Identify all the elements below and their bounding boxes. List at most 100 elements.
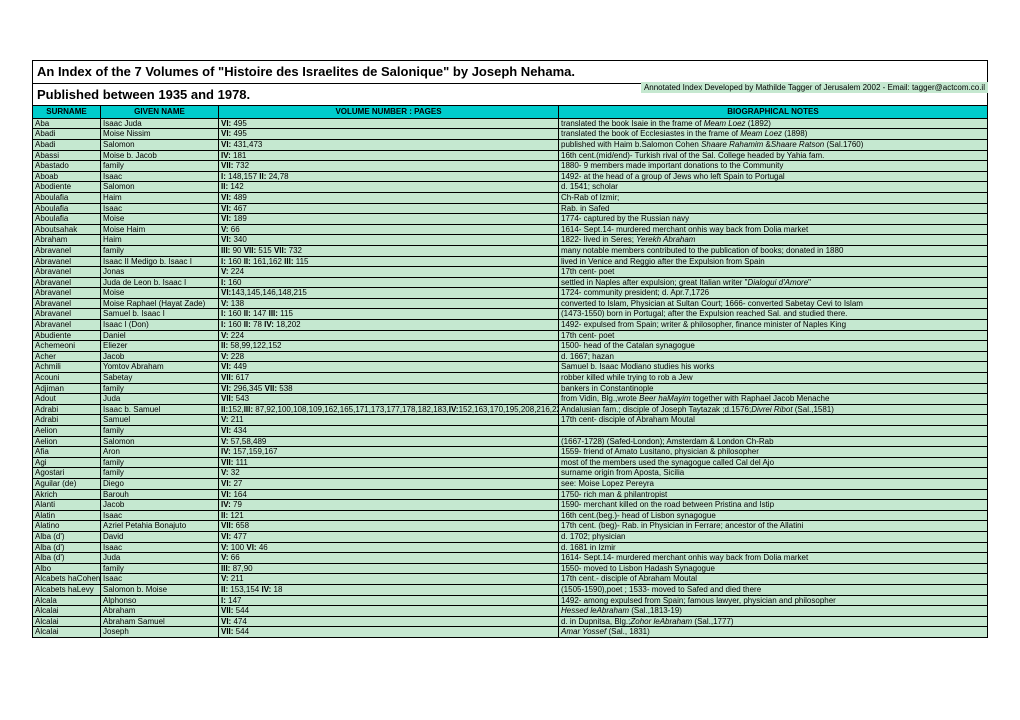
cell-volume: I: 160 II: 147 III: 115: [219, 309, 559, 320]
cell-notes: robber killed while trying to rob a Jew: [559, 373, 988, 384]
cell-surname: Abravanel: [33, 245, 101, 256]
table-row: AchemeoniEliezerII: 58,99,122,1521500- h…: [33, 341, 988, 352]
cell-notes: 1492- among expulsed from Spain; famous …: [559, 595, 988, 606]
cell-surname: Abravanel: [33, 320, 101, 331]
cell-surname: Abravanel: [33, 256, 101, 267]
table-row: AbravanelIsaac II Medigo b. Isaac II: 16…: [33, 256, 988, 267]
cell-volume: I: 160 II: 161,162 III: 115: [219, 256, 559, 267]
cell-given: Barouh: [101, 489, 219, 500]
cell-surname: Abravanel: [33, 277, 101, 288]
table-row: AlatinoAzriel Petahia BonajutoVII: 65817…: [33, 521, 988, 532]
cell-volume: III: 87,90: [219, 563, 559, 574]
cell-given: Eliezer: [101, 341, 219, 352]
cell-given: family: [101, 161, 219, 172]
table-row: AbastadofamilyVII: 7321880- 9 members ma…: [33, 161, 988, 172]
table-row: AboulafiaMoiseVI: 1891774- captured by t…: [33, 214, 988, 225]
cell-volume: V: 57,58,489: [219, 436, 559, 447]
credit-line: Annotated Index Developed by Mathilde Ta…: [641, 82, 988, 93]
cell-surname: Abudiente: [33, 330, 101, 341]
cell-volume: VI: 474: [219, 616, 559, 627]
cell-volume: V: 211: [219, 574, 559, 585]
cell-notes: d. 1681 in Izmir: [559, 542, 988, 553]
cell-given: Salomon: [101, 436, 219, 447]
cell-surname: Aelion: [33, 436, 101, 447]
cell-surname: Albo: [33, 563, 101, 574]
cell-notes: 1614- Sept.14- murdered merchant onhis w…: [559, 224, 988, 235]
cell-surname: Abravanel: [33, 298, 101, 309]
cell-notes: Rab. in Safed: [559, 203, 988, 214]
table-row: AlatinIsaacII: 12116th cent.(beg.)- head…: [33, 510, 988, 521]
cell-surname: Alcalai: [33, 616, 101, 627]
cell-notes: 1492- expulsed from Spain; writer & phil…: [559, 320, 988, 331]
cell-given: Salomon: [101, 139, 219, 150]
table-row: AbadiSalomonVI: 431,473published with Ha…: [33, 139, 988, 150]
cell-given: Jacob: [101, 500, 219, 511]
table-row: AbravanelMoiseVI:143,145,146,148,2151724…: [33, 288, 988, 299]
cell-given: Samuel b. Isaac I: [101, 309, 219, 320]
header-volume: VOLUME NUMBER : PAGES: [219, 106, 559, 119]
table-row: AkrichBarouhVI: 1641750- rich man & phil…: [33, 489, 988, 500]
table-row: AdoutJudaVII: 543from Vidin, Blg.,wrote …: [33, 394, 988, 405]
header-given: GIVEN NAME: [101, 106, 219, 119]
cell-volume: V: 228: [219, 351, 559, 362]
cell-notes: 1500- head of the Catalan synagogue: [559, 341, 988, 352]
cell-volume: IV: 181: [219, 150, 559, 161]
cell-given: Jonas: [101, 267, 219, 278]
cell-surname: Alcabets haCohen: [33, 574, 101, 585]
cell-notes: 1559- friend of Amato Lusitano, physicia…: [559, 447, 988, 458]
cell-given: Jacob: [101, 351, 219, 362]
cell-given: Moise Nissim: [101, 129, 219, 140]
table-row: AelionfamilyVI: 434: [33, 426, 988, 437]
cell-volume: II: 142: [219, 182, 559, 193]
table-row: AelionSalomonV: 57,58,489(1667-1728) (Sa…: [33, 436, 988, 447]
table-row: AbravanelIsaac I (Don)I: 160 II: 78 IV: …: [33, 320, 988, 331]
cell-surname: Abravanel: [33, 309, 101, 320]
cell-surname: Abadi: [33, 139, 101, 150]
cell-given: Salomon: [101, 182, 219, 193]
table-row: AbravanelSamuel b. Isaac II: 160 II: 147…: [33, 309, 988, 320]
cell-surname: Aba: [33, 118, 101, 129]
header-surname: SURNAME: [33, 106, 101, 119]
table-row: AbravanelMoise Raphael (Hayat Zade)V: 13…: [33, 298, 988, 309]
cell-surname: Aboulafia: [33, 214, 101, 225]
cell-given: Haim: [101, 192, 219, 203]
cell-given: Isaac b. Samuel: [101, 404, 219, 415]
cell-volume: VI: 189: [219, 214, 559, 225]
cell-notes: many notable members contributed to the …: [559, 245, 988, 256]
cell-given: Yomtov Abraham: [101, 362, 219, 373]
cell-notes: d. 1541; scholar: [559, 182, 988, 193]
table-row: AgifamilyVII: 111most of the members use…: [33, 457, 988, 468]
cell-notes: (1667-1728) (Safed-London); Amsterdam & …: [559, 436, 988, 447]
cell-volume: VI: 27: [219, 478, 559, 489]
cell-surname: Alanti: [33, 500, 101, 511]
table-row: AdrabiIsaac b. SamuelII:152,III: 87,92,1…: [33, 404, 988, 415]
cell-volume: VI: 434: [219, 426, 559, 437]
cell-given: Moise: [101, 214, 219, 225]
cell-notes: from Vidin, Blg.,wrote Beer haMayim toge…: [559, 394, 988, 405]
cell-surname: Aelion: [33, 426, 101, 437]
cell-notes: 17th cent.- disciple of Abraham Moutal: [559, 574, 988, 585]
cell-surname: Acher: [33, 351, 101, 362]
cell-notes: d. in Dupnitsa, Blg.;Zohor leAbraham (Sa…: [559, 616, 988, 627]
cell-given: Diego: [101, 478, 219, 489]
cell-given: Juda de Leon b. Isaac I: [101, 277, 219, 288]
cell-notes: 16th cent.(beg.)- head of Lisbon synagog…: [559, 510, 988, 521]
table-row: AbrahamHaimVI: 3401822- lived in Seres; …: [33, 235, 988, 246]
cell-volume: VII: 617: [219, 373, 559, 384]
cell-notes: (1505-1590),poet ; 1533- moved to Safed …: [559, 584, 988, 595]
cell-volume: VII: 543: [219, 394, 559, 405]
cell-surname: Alba (d'): [33, 531, 101, 542]
cell-given: Isaac: [101, 510, 219, 521]
cell-surname: Acouni: [33, 373, 101, 384]
cell-notes: lived in Venice and Reggio after the Exp…: [559, 256, 988, 267]
title-row-1: An Index of the 7 Volumes of "Histoire d…: [33, 61, 988, 84]
table-row: Alba (d')JudaV: 661614- Sept.14- murdere…: [33, 553, 988, 564]
cell-notes: 1774- captured by the Russian navy: [559, 214, 988, 225]
cell-given: Moise Raphael (Hayat Zade): [101, 298, 219, 309]
cell-notes: 1724- community president; d. Apr.7,1726: [559, 288, 988, 299]
cell-notes: 1550- moved to Lisbon Hadash Synagogue: [559, 563, 988, 574]
table-row: AfiaAronIV: 157,159,1671559- friend of A…: [33, 447, 988, 458]
cell-surname: Afia: [33, 447, 101, 458]
table-row: Aguilar (de)DiegoVI: 27see: Moise Lopez …: [33, 478, 988, 489]
cell-notes: 17th cent. (beg)- Rab. in Physician in F…: [559, 521, 988, 532]
